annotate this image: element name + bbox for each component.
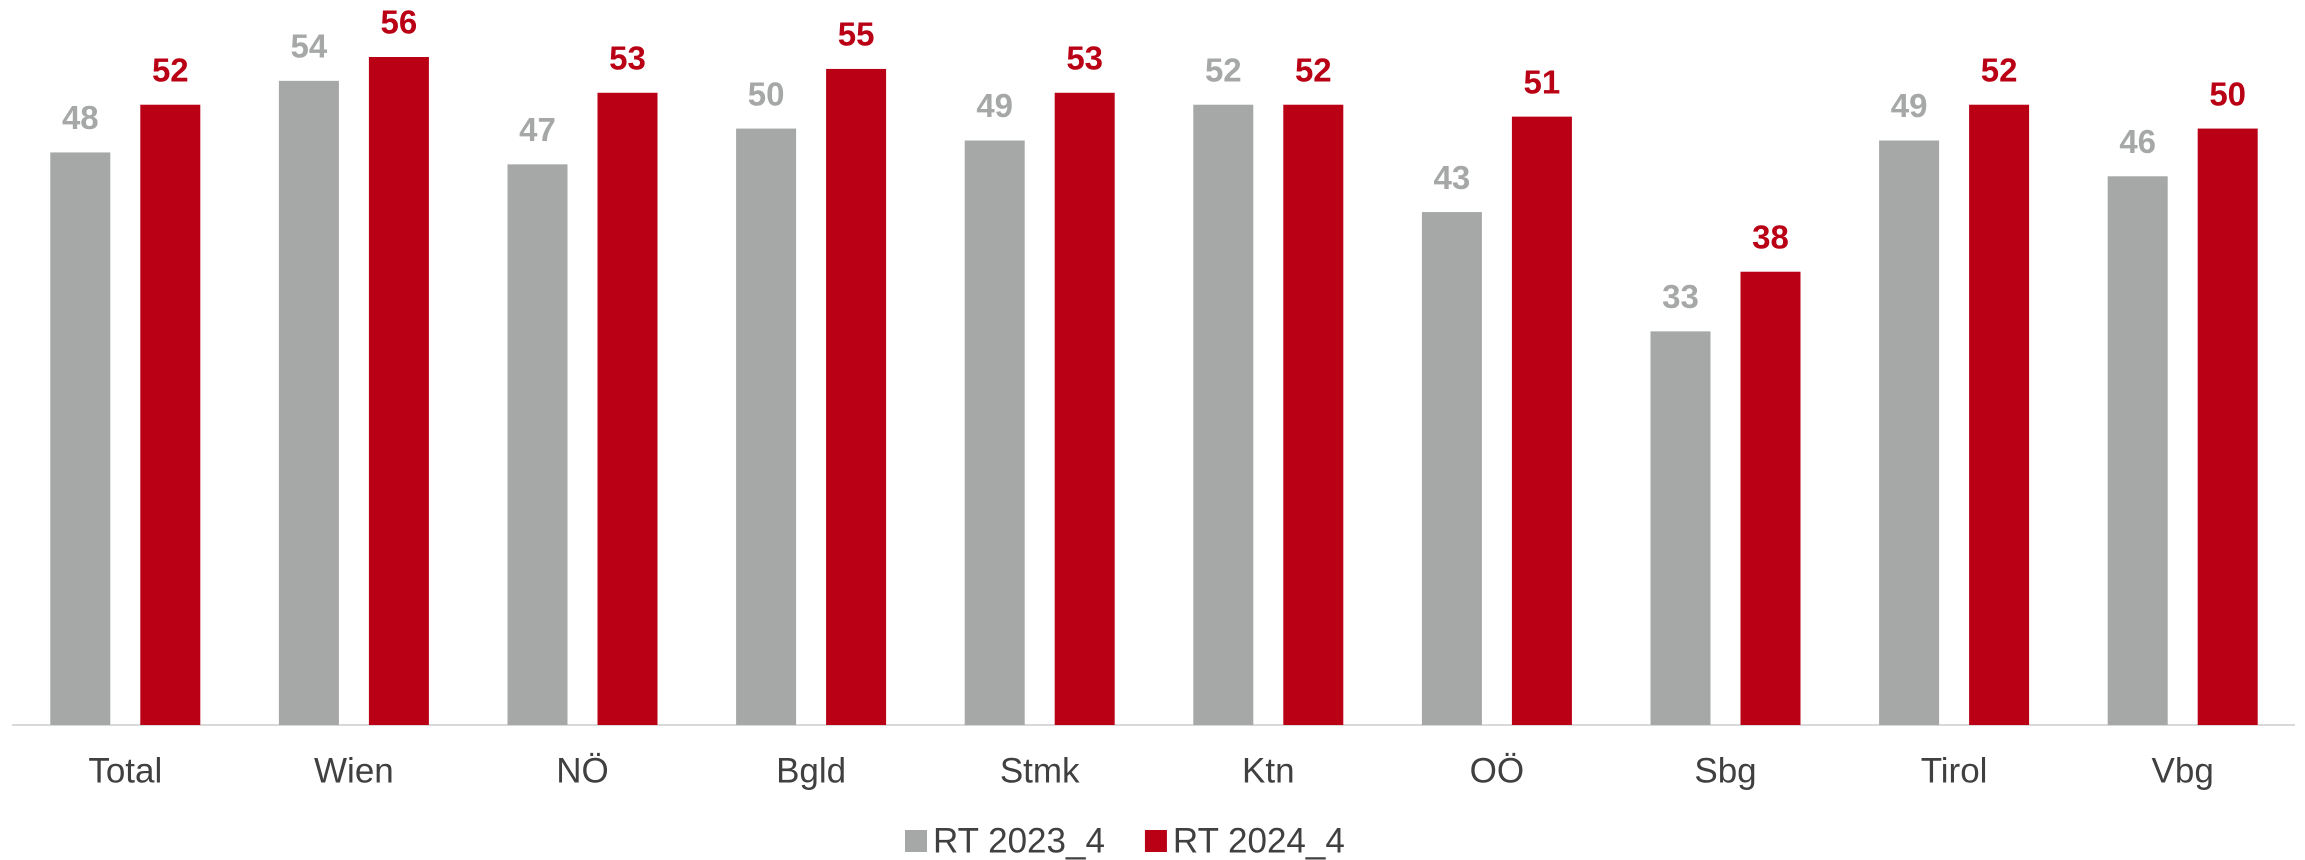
- legend-swatch: [1144, 830, 1167, 852]
- bar: [278, 80, 339, 726]
- x-tick-label: OÖ: [1470, 751, 1524, 790]
- bar: [1283, 104, 1344, 725]
- bar: [368, 57, 429, 725]
- bar: [1650, 331, 1711, 725]
- bar: [1511, 116, 1572, 725]
- value-label: 52: [1981, 51, 2018, 88]
- value-label: 50: [2209, 75, 2246, 112]
- legend-label: RT 2023_4: [933, 821, 1105, 860]
- x-tick-label: Stmk: [1000, 751, 1080, 790]
- bar: [1193, 104, 1254, 725]
- bar: [140, 104, 201, 725]
- bar: [1969, 104, 2030, 725]
- value-label: 47: [519, 111, 556, 148]
- legend-label: RT 2024_4: [1173, 821, 1345, 860]
- bar: [507, 164, 568, 725]
- value-label: 49: [1891, 87, 1928, 124]
- bar: [1879, 140, 1940, 725]
- bar: [1740, 271, 1801, 725]
- x-tick-label: Total: [88, 751, 162, 790]
- value-label: 54: [291, 28, 328, 65]
- x-tick-label: Wien: [314, 751, 394, 790]
- bar: [597, 92, 658, 726]
- bar: [964, 140, 1025, 725]
- value-label: 52: [1205, 51, 1242, 88]
- x-tick-label: Vbg: [2152, 751, 2214, 790]
- value-label: 51: [1524, 63, 1561, 100]
- bar: [736, 128, 797, 726]
- value-label: 52: [1295, 51, 1332, 88]
- x-tick-label: Sbg: [1694, 751, 1756, 790]
- legend-swatch: [905, 830, 927, 852]
- value-label: 46: [2119, 123, 2156, 160]
- value-label: 53: [609, 40, 646, 77]
- bar: [2197, 128, 2258, 726]
- value-label: 49: [976, 87, 1013, 124]
- x-tick-label: NÖ: [556, 751, 609, 790]
- value-label: 43: [1434, 159, 1471, 196]
- value-label: 38: [1752, 218, 1789, 255]
- value-label: 33: [1662, 278, 1699, 315]
- bar: [1421, 212, 1482, 726]
- value-label: 52: [152, 51, 189, 88]
- x-tick-label: Ktn: [1242, 751, 1295, 790]
- bar: [1054, 92, 1115, 726]
- value-label: 53: [1066, 40, 1103, 77]
- value-label: 48: [62, 99, 99, 136]
- value-label: 50: [748, 75, 785, 112]
- bar: [50, 152, 111, 725]
- x-tick-label: Tirol: [1921, 751, 1988, 790]
- value-label: 55: [838, 16, 875, 53]
- bar: [2107, 176, 2168, 726]
- value-label: 56: [381, 4, 418, 41]
- x-tick-label: Bgld: [776, 751, 846, 790]
- bar: [826, 68, 887, 725]
